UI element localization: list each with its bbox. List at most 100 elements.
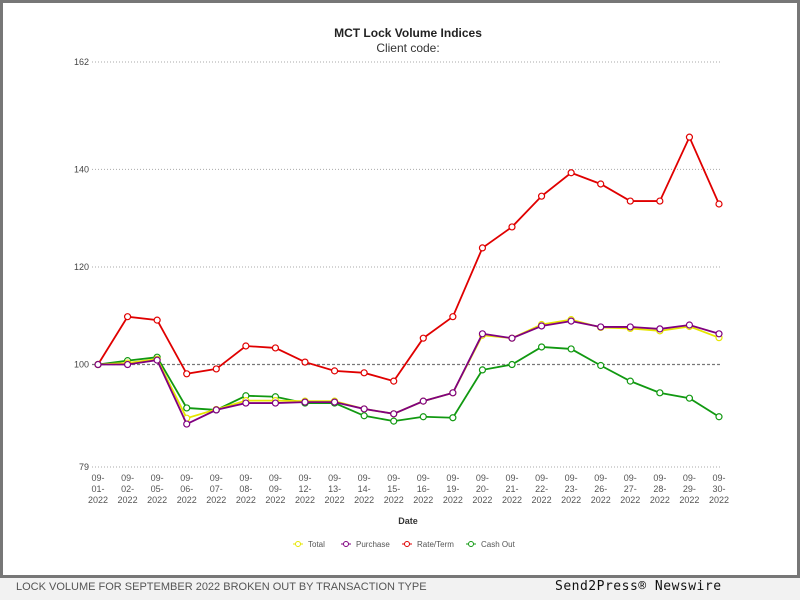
- data-point: [597, 361, 605, 370]
- data-point: [449, 389, 457, 397]
- data-point: [449, 414, 457, 422]
- x-tick-label: 09-27-2022: [620, 473, 640, 505]
- x-tick-label: 09-20-2022: [472, 473, 492, 505]
- data-point: [419, 397, 427, 405]
- x-axis-label: Date: [398, 516, 418, 526]
- data-point: [123, 313, 132, 321]
- data-point: [153, 316, 161, 324]
- data-point: [508, 223, 516, 231]
- data-point: [537, 322, 546, 330]
- data-point: [626, 377, 634, 385]
- x-tick-label: 09-14-2022: [354, 473, 374, 505]
- x-tick-label: 09-22-2022: [532, 473, 552, 505]
- x-tick-label: 09-29-2022: [679, 473, 699, 505]
- data-point: [537, 343, 546, 351]
- data-point: [94, 360, 102, 369]
- x-tick-label: 09-23-2022: [561, 473, 581, 505]
- data-point: [597, 180, 605, 188]
- data-point: [330, 398, 339, 406]
- data-point: [537, 192, 546, 200]
- x-tick-label: 09-19-2022: [443, 473, 463, 505]
- data-point: [271, 344, 280, 352]
- x-tick-label: 09-28-2022: [650, 473, 670, 505]
- data-point: [715, 413, 723, 421]
- data-point: [685, 321, 694, 329]
- x-tick-label: 09-07-2022: [206, 473, 226, 505]
- x-tick-label: 09-21-2022: [502, 473, 522, 505]
- x-tick-label: 09-13-2022: [325, 473, 345, 505]
- x-tick-label: 09-02-2022: [118, 473, 138, 505]
- data-point: [626, 323, 634, 331]
- data-point: [390, 410, 398, 418]
- x-tick-label: 09-05-2022: [147, 473, 167, 505]
- data-point: [360, 369, 368, 377]
- x-tick-label: 09-09-2022: [265, 473, 285, 505]
- legend-marker-icon: [404, 541, 410, 547]
- legend-item-label: Purchase: [356, 540, 390, 549]
- x-tick-label: 09-01-2022: [88, 473, 108, 505]
- data-point: [212, 406, 220, 414]
- legend-item-label: Total: [308, 540, 325, 549]
- y-tick-label: 162: [74, 57, 89, 67]
- data-point: [390, 377, 398, 385]
- data-point: [183, 370, 191, 378]
- chart-frame: [0, 0, 800, 578]
- data-point: [271, 399, 280, 407]
- series-line-purchase: [98, 320, 720, 426]
- data-point: [597, 323, 605, 331]
- x-tick-label: 09-12-2022: [295, 473, 315, 505]
- data-point: [478, 366, 487, 374]
- x-tick-label: 09-06-2022: [177, 473, 197, 505]
- data-point: [419, 334, 427, 342]
- data-point: [685, 394, 694, 402]
- legend-item-label: Cash Out: [481, 540, 516, 549]
- data-point: [301, 398, 309, 406]
- x-tick-label: 09-30-2022: [709, 473, 729, 505]
- x-tick-label: 09-26-2022: [591, 473, 611, 505]
- data-point: [330, 367, 339, 375]
- data-point: [183, 420, 191, 428]
- data-point: [478, 330, 487, 338]
- data-point: [301, 358, 309, 366]
- data-point: [390, 417, 398, 425]
- chart-title: MCT Lock Volume Indices: [334, 26, 482, 40]
- data-point: [183, 404, 191, 412]
- series-line-rate-term: [97, 134, 720, 383]
- data-point: [360, 405, 368, 413]
- data-point: [212, 365, 220, 373]
- data-point: [626, 197, 634, 205]
- legend-marker-icon: [295, 541, 301, 547]
- data-point: [153, 356, 161, 364]
- data-point: [685, 133, 694, 141]
- series-line-total: [97, 318, 720, 420]
- data-point: [242, 399, 250, 407]
- data-point: [656, 389, 664, 397]
- data-point: [360, 412, 368, 420]
- data-point: [242, 342, 250, 350]
- data-point: [508, 360, 516, 369]
- legend-marker-icon: [468, 541, 474, 547]
- brand-logo: Send2Press® Newswire: [555, 579, 722, 594]
- series-line-cash-out: [97, 346, 720, 423]
- x-tick-label: 09-16-2022: [413, 473, 433, 505]
- y-tick-label: 120: [74, 262, 89, 272]
- data-point: [567, 317, 575, 325]
- data-point: [478, 244, 487, 252]
- data-point: [449, 313, 457, 321]
- x-tick-label: 09-15-2022: [384, 473, 404, 505]
- data-point: [656, 325, 664, 333]
- data-point: [567, 169, 575, 177]
- footer-caption: LOCK VOLUME FOR SEPTEMBER 2022 BROKEN OU…: [16, 581, 427, 593]
- data-point: [123, 360, 132, 369]
- legend-item-label: Rate/Term: [417, 540, 454, 549]
- x-tick-label: 09-08-2022: [236, 473, 256, 505]
- data-point: [715, 200, 723, 208]
- chart-subtitle: Client code:: [376, 41, 439, 55]
- data-point: [508, 334, 516, 342]
- data-point: [567, 345, 575, 353]
- legend-marker-icon: [343, 541, 349, 547]
- y-tick-label: 79: [79, 462, 89, 472]
- y-tick-label: 140: [74, 164, 89, 174]
- data-point: [419, 413, 427, 421]
